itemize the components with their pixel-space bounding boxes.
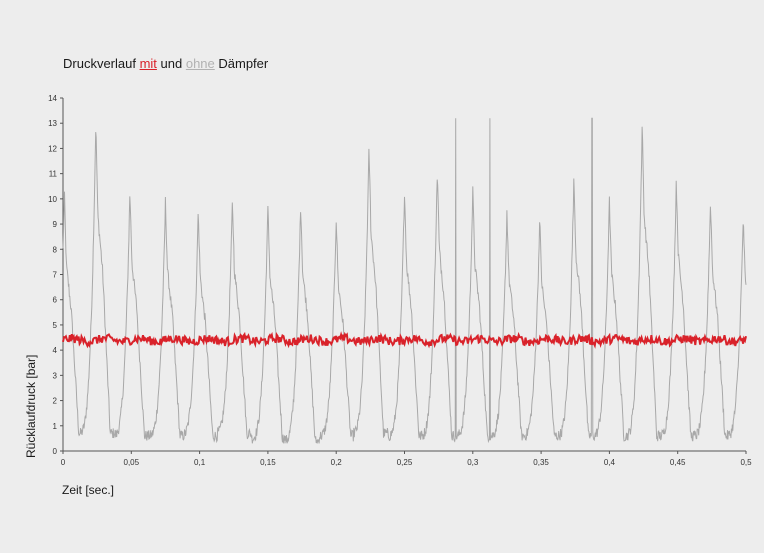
y-tick-label: 9 [53, 220, 58, 229]
title-part3: Dämpfer [214, 56, 269, 71]
title-part2: und [156, 56, 186, 71]
title-mit: mit [139, 56, 157, 71]
x-tick-label: 0,1 [194, 458, 206, 467]
y-tick-label: 2 [53, 397, 58, 406]
title-part1: Druckverlauf [63, 56, 140, 71]
y-axis-title: Rücklaufdruck [bar] [24, 355, 38, 458]
y-tick-label: 6 [53, 296, 58, 305]
x-tick-label: 0,5 [740, 458, 752, 467]
y-tick-label: 13 [48, 119, 57, 128]
x-tick-label: 0 [61, 458, 66, 467]
y-tick-label: 11 [49, 170, 58, 179]
y-tick-label: 14 [48, 94, 57, 103]
x-axis-title: Zeit [sec.] [62, 483, 114, 497]
y-tick-label: 0 [53, 447, 58, 456]
x-tick-label: 0,3 [467, 458, 479, 467]
y-tick-label: 4 [53, 346, 58, 355]
x-tick-label: 0,05 [124, 458, 140, 467]
x-tick-label: 0,25 [397, 458, 413, 467]
y-tick-label: 7 [53, 271, 58, 280]
x-tick-label: 0,35 [533, 458, 549, 467]
title-ohne: ohne [185, 56, 215, 71]
series-mit-line [62, 331, 747, 349]
x-tick-label: 0,15 [260, 458, 276, 467]
y-tick-label: 12 [48, 144, 57, 153]
y-tick-label: 3 [53, 371, 58, 380]
x-tick-label: 0,45 [670, 458, 686, 467]
x-tick-label: 0,2 [331, 458, 343, 467]
x-tick-label: 0,4 [604, 458, 616, 467]
chart-title: Druckverlauf mit und ohne Dämpfer [63, 56, 268, 71]
y-tick-label: 5 [53, 321, 58, 330]
series-ohne-line [62, 117, 747, 444]
y-tick-label: 1 [53, 422, 58, 431]
y-tick-label: 8 [53, 245, 58, 254]
y-tick-label: 10 [48, 195, 57, 204]
